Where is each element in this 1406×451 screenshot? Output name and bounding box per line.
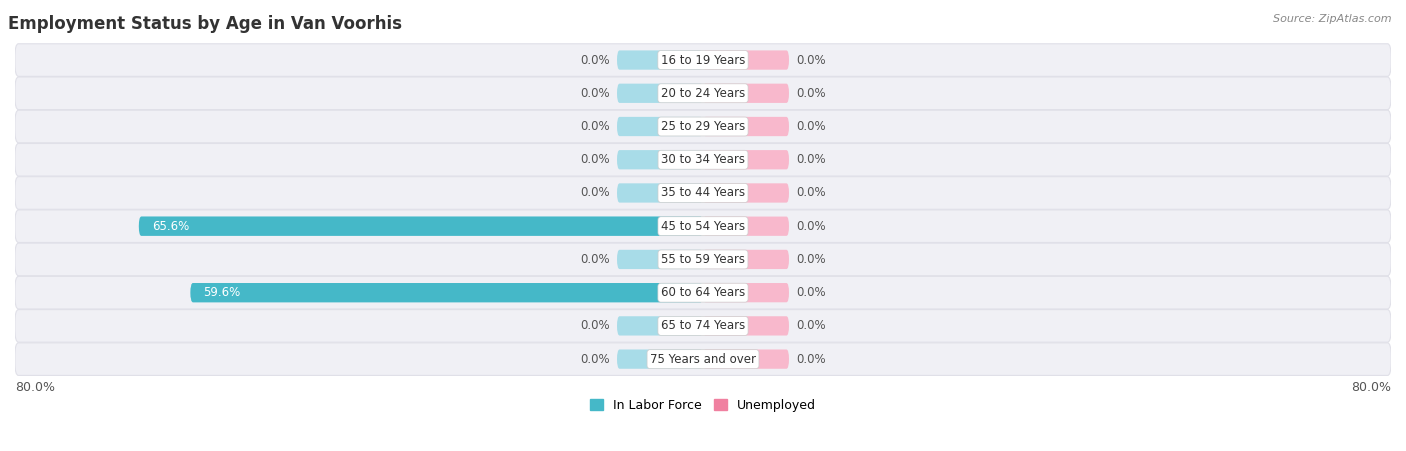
FancyBboxPatch shape [15, 77, 1391, 110]
FancyBboxPatch shape [617, 150, 703, 170]
FancyBboxPatch shape [15, 177, 1391, 209]
FancyBboxPatch shape [190, 283, 703, 302]
Text: 80.0%: 80.0% [1351, 381, 1391, 394]
FancyBboxPatch shape [703, 350, 789, 369]
FancyBboxPatch shape [15, 310, 1391, 342]
FancyBboxPatch shape [15, 44, 1391, 76]
FancyBboxPatch shape [139, 216, 703, 236]
Text: 0.0%: 0.0% [796, 286, 825, 299]
Legend: In Labor Force, Unemployed: In Labor Force, Unemployed [585, 394, 821, 417]
FancyBboxPatch shape [703, 250, 789, 269]
Text: 0.0%: 0.0% [796, 186, 825, 199]
Text: 30 to 34 Years: 30 to 34 Years [661, 153, 745, 166]
Text: 16 to 19 Years: 16 to 19 Years [661, 54, 745, 67]
Text: 0.0%: 0.0% [796, 120, 825, 133]
FancyBboxPatch shape [703, 117, 789, 136]
Text: 0.0%: 0.0% [796, 153, 825, 166]
FancyBboxPatch shape [15, 243, 1391, 276]
Text: 60 to 64 Years: 60 to 64 Years [661, 286, 745, 299]
Text: 75 Years and over: 75 Years and over [650, 353, 756, 366]
FancyBboxPatch shape [139, 216, 703, 236]
Text: 0.0%: 0.0% [796, 353, 825, 366]
FancyBboxPatch shape [703, 283, 789, 302]
Text: 0.0%: 0.0% [581, 54, 610, 67]
Text: 65.6%: 65.6% [152, 220, 188, 233]
Text: 0.0%: 0.0% [581, 353, 610, 366]
Text: 65 to 74 Years: 65 to 74 Years [661, 319, 745, 332]
Text: 0.0%: 0.0% [581, 319, 610, 332]
FancyBboxPatch shape [15, 143, 1391, 176]
Text: 0.0%: 0.0% [581, 186, 610, 199]
Text: 55 to 59 Years: 55 to 59 Years [661, 253, 745, 266]
FancyBboxPatch shape [15, 210, 1391, 243]
FancyBboxPatch shape [617, 184, 703, 202]
FancyBboxPatch shape [703, 83, 789, 103]
Text: 35 to 44 Years: 35 to 44 Years [661, 186, 745, 199]
Text: 0.0%: 0.0% [581, 253, 610, 266]
Text: 0.0%: 0.0% [796, 54, 825, 67]
FancyBboxPatch shape [617, 316, 703, 336]
Text: 0.0%: 0.0% [581, 153, 610, 166]
FancyBboxPatch shape [15, 110, 1391, 143]
Text: Employment Status by Age in Van Voorhis: Employment Status by Age in Van Voorhis [8, 15, 402, 33]
Text: 0.0%: 0.0% [796, 87, 825, 100]
Text: 0.0%: 0.0% [796, 253, 825, 266]
Text: 25 to 29 Years: 25 to 29 Years [661, 120, 745, 133]
FancyBboxPatch shape [617, 350, 703, 369]
FancyBboxPatch shape [703, 51, 789, 70]
Text: 0.0%: 0.0% [581, 120, 610, 133]
FancyBboxPatch shape [617, 117, 703, 136]
FancyBboxPatch shape [15, 343, 1391, 375]
Text: 0.0%: 0.0% [796, 319, 825, 332]
FancyBboxPatch shape [617, 250, 703, 269]
Text: 59.6%: 59.6% [204, 286, 240, 299]
Text: 0.0%: 0.0% [581, 87, 610, 100]
Text: 0.0%: 0.0% [796, 220, 825, 233]
FancyBboxPatch shape [617, 83, 703, 103]
FancyBboxPatch shape [15, 276, 1391, 309]
FancyBboxPatch shape [703, 316, 789, 336]
FancyBboxPatch shape [190, 283, 703, 302]
FancyBboxPatch shape [703, 184, 789, 202]
Text: 20 to 24 Years: 20 to 24 Years [661, 87, 745, 100]
Text: Source: ZipAtlas.com: Source: ZipAtlas.com [1274, 14, 1392, 23]
Text: 45 to 54 Years: 45 to 54 Years [661, 220, 745, 233]
FancyBboxPatch shape [703, 216, 789, 236]
FancyBboxPatch shape [703, 150, 789, 170]
FancyBboxPatch shape [617, 51, 703, 70]
Text: 80.0%: 80.0% [15, 381, 55, 394]
